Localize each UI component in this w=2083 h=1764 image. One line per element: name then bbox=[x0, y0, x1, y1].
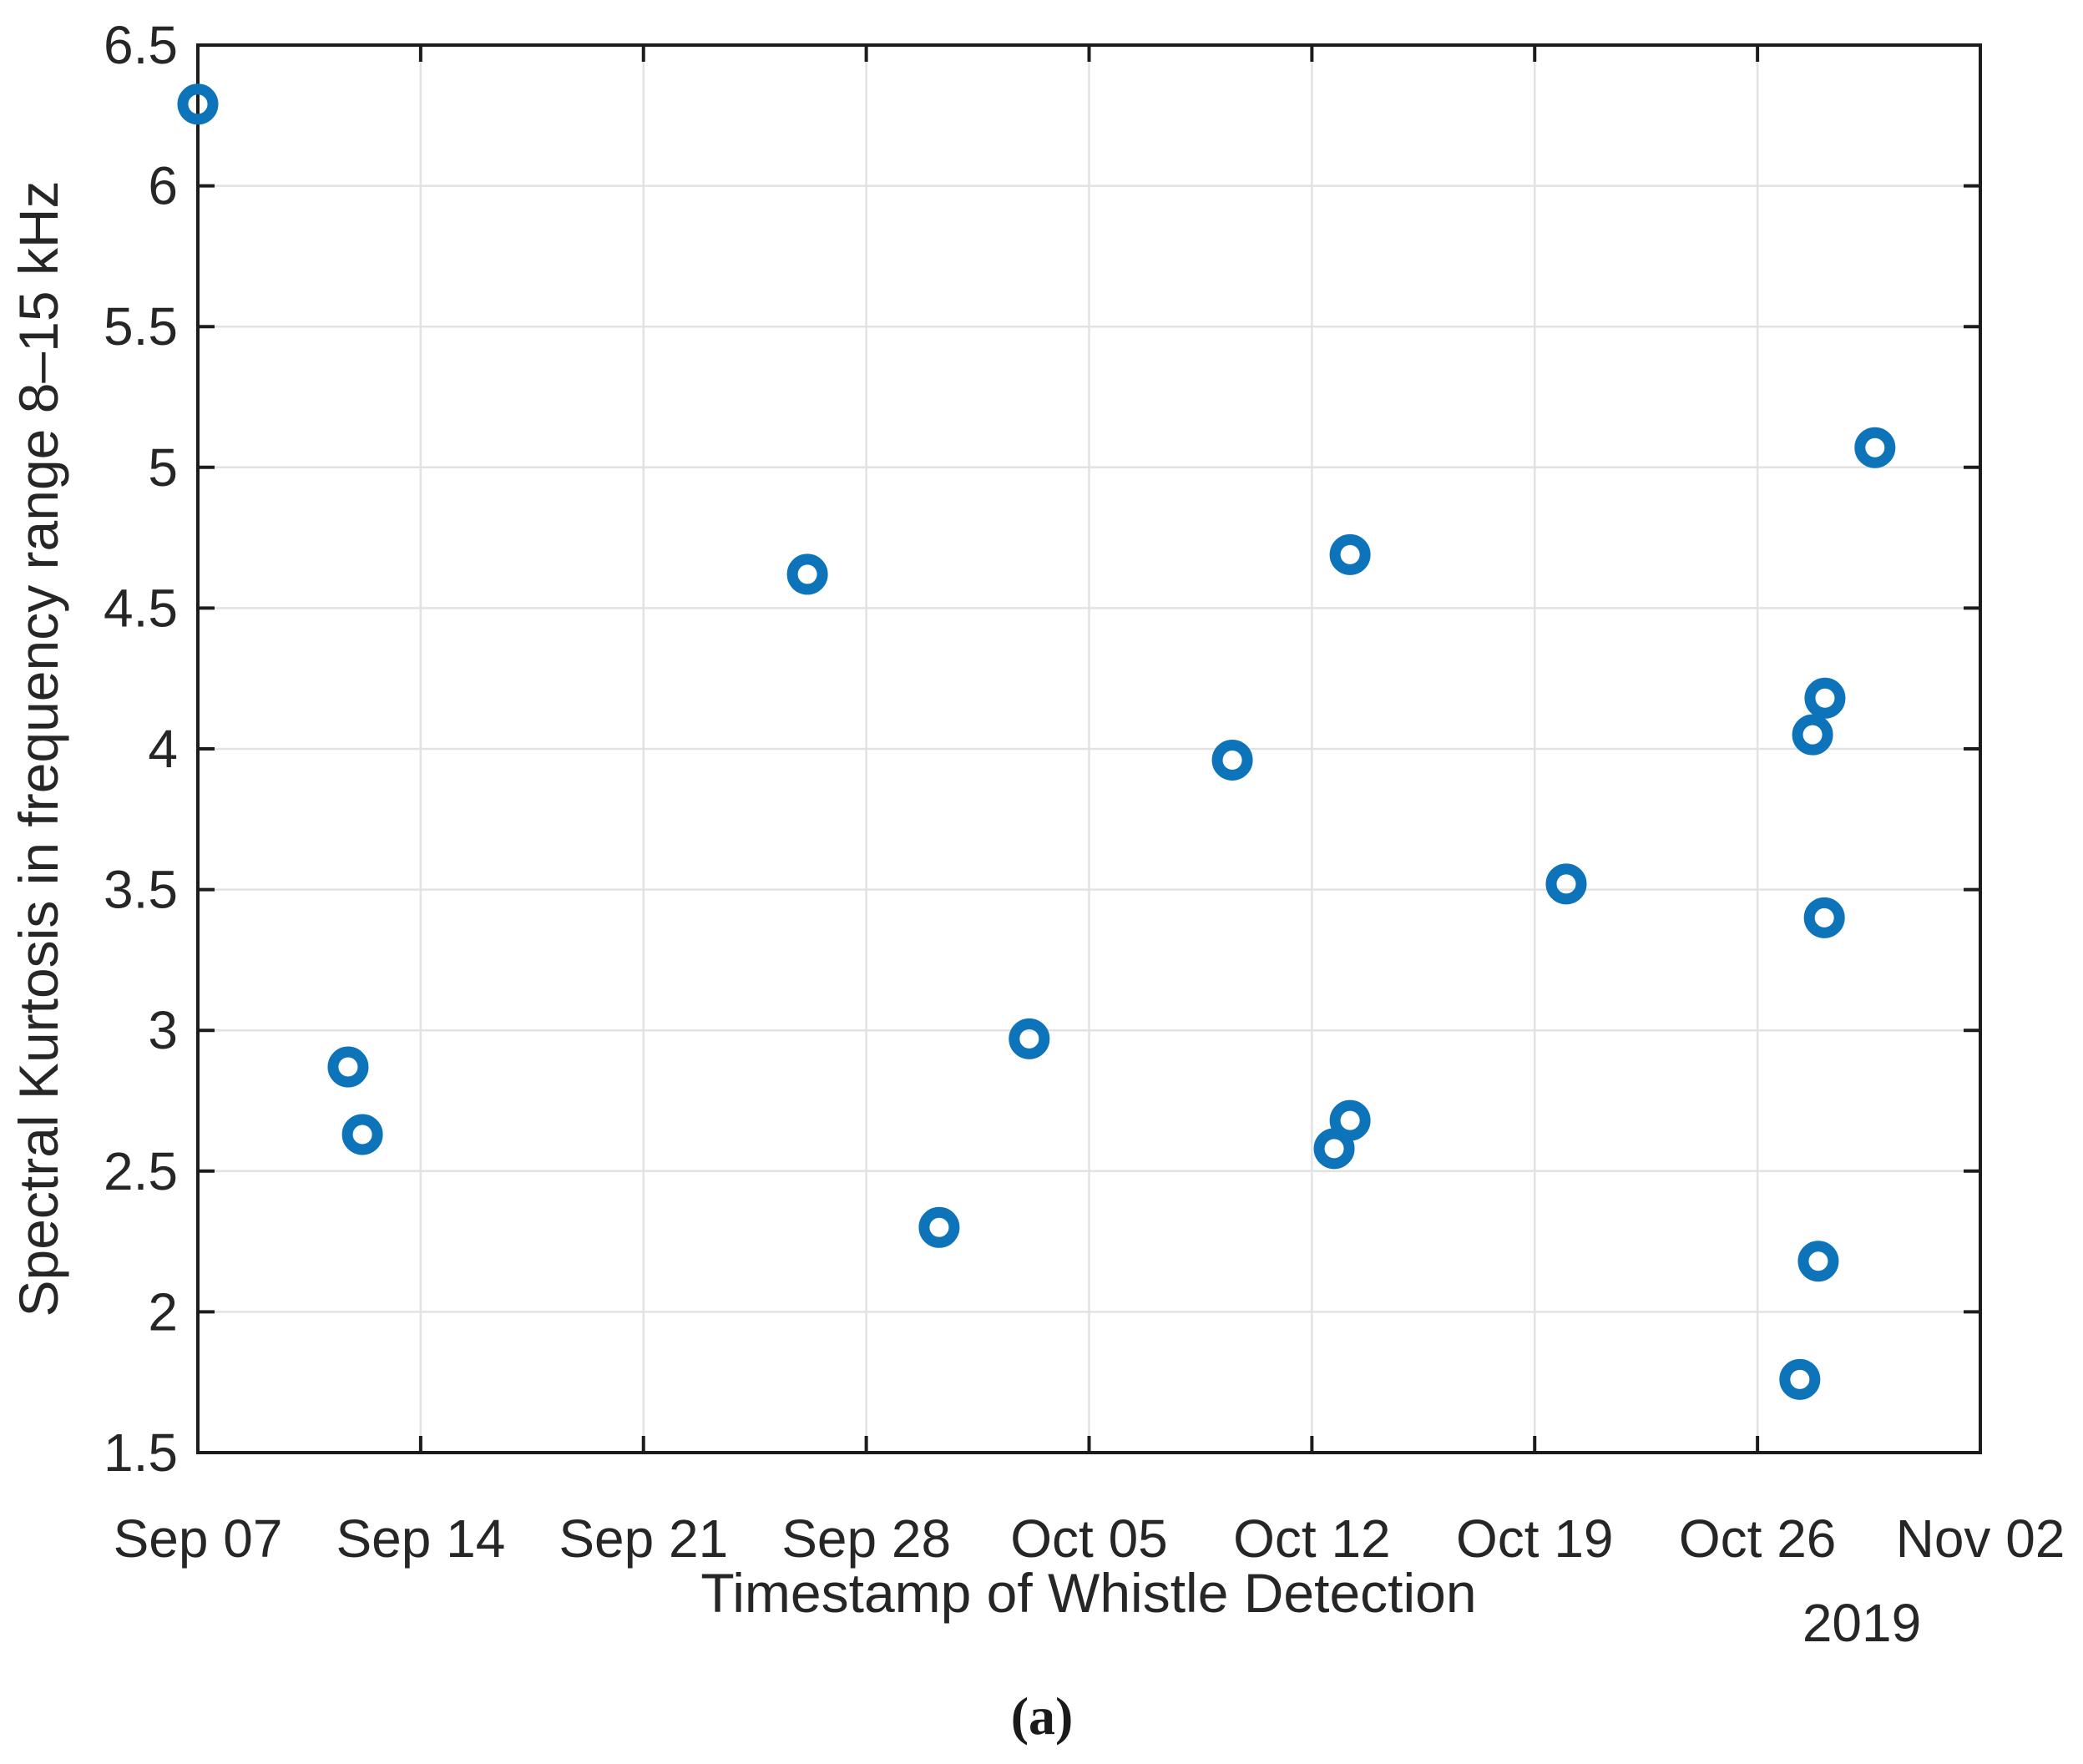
y-tick-label: 6 bbox=[148, 156, 178, 216]
x-tick-label: Oct 12 bbox=[1233, 1509, 1391, 1569]
data-point bbox=[1545, 863, 1587, 905]
x-tick-label: Oct 26 bbox=[1679, 1509, 1837, 1569]
y-tick-label: 4.5 bbox=[104, 578, 178, 638]
data-point bbox=[177, 83, 219, 125]
data-point bbox=[786, 553, 828, 595]
data-point bbox=[1329, 1099, 1371, 1141]
data-point bbox=[327, 1046, 369, 1088]
x-tick-label: Oct 19 bbox=[1456, 1509, 1614, 1569]
data-point bbox=[1804, 677, 1846, 719]
x-tick-label: Sep 07 bbox=[114, 1509, 283, 1569]
data-point bbox=[1797, 1241, 1839, 1282]
x-tick-label: Sep 28 bbox=[781, 1509, 951, 1569]
y-tick-label: 5.5 bbox=[104, 296, 178, 356]
data-point bbox=[1313, 1128, 1355, 1170]
y-axis-label: Spectral Kurtosis in frequency range 8–1… bbox=[8, 180, 69, 1317]
x-axis-year-label: 2019 bbox=[1802, 1593, 1922, 1653]
data-point bbox=[1329, 533, 1371, 575]
y-tick-label: 6.5 bbox=[104, 15, 178, 75]
y-tick-label: 5 bbox=[148, 437, 178, 498]
data-point bbox=[1211, 739, 1253, 781]
data-point bbox=[1803, 897, 1845, 938]
x-axis-label: Timestamp of Whistle Detection bbox=[700, 1562, 1477, 1624]
data-point bbox=[1009, 1018, 1050, 1059]
data-point bbox=[1779, 1358, 1821, 1400]
x-tick-label: Oct 05 bbox=[1010, 1509, 1168, 1569]
figure-caption: (a) bbox=[1010, 1686, 1074, 1746]
y-tick-label: 3 bbox=[148, 1000, 178, 1060]
data-point bbox=[1854, 427, 1896, 468]
y-tick-label: 2 bbox=[148, 1281, 178, 1342]
y-tick-label: 2.5 bbox=[104, 1141, 178, 1201]
x-tick-label: Sep 14 bbox=[336, 1509, 505, 1569]
data-point bbox=[1792, 714, 1833, 756]
y-tick-label: 3.5 bbox=[104, 860, 178, 920]
y-tick-label: 1.5 bbox=[104, 1423, 178, 1483]
x-tick-label: Nov 02 bbox=[1896, 1509, 2065, 1569]
data-point bbox=[918, 1206, 960, 1248]
data-point bbox=[341, 1114, 383, 1155]
y-tick-label: 4 bbox=[148, 719, 178, 779]
x-tick-label: Sep 21 bbox=[559, 1509, 728, 1569]
